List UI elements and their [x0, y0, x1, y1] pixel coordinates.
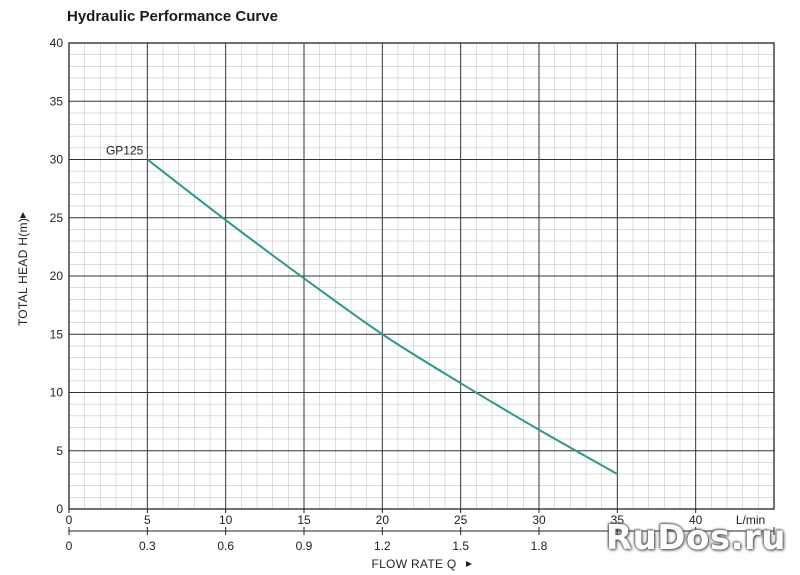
x-axis-label: FLOW RATE Q	[371, 557, 456, 571]
secondary-tick-label: 1.8	[531, 539, 548, 553]
secondary-tick-label: 0	[66, 539, 73, 553]
y-tick-label: 25	[50, 211, 64, 225]
series-layer: GP125	[106, 144, 618, 475]
x-axis-label-group: FLOW RATE Q	[371, 557, 472, 571]
x-tick-label: 15	[297, 513, 311, 527]
x-tick-label: 25	[454, 513, 468, 527]
plot-frame	[68, 42, 775, 510]
y-tick-label: 20	[50, 269, 64, 283]
x-tick-label: 10	[219, 513, 233, 527]
x-tick-label: 40	[689, 513, 703, 527]
y-tick-labels: 0 5 10 15 20 25 30 35 40	[50, 36, 64, 516]
y-tick-label: 0	[56, 502, 63, 516]
chart-title: Hydraulic Performance Curve	[67, 8, 278, 25]
x-tick-labels: 0 5 10 15 20 25 30 35 40	[66, 509, 703, 527]
y-tick-label: 30	[50, 153, 64, 167]
secondary-tick-label: 1.5	[452, 539, 469, 553]
secondary-tick-label: 0.6	[217, 539, 234, 553]
x-tick-label: 5	[144, 513, 151, 527]
series-line-gp125	[146, 158, 618, 475]
secondary-tick-label: 0.3	[139, 539, 156, 553]
x-tick-label: 30	[532, 513, 546, 527]
series-label: GP125	[106, 144, 144, 158]
x-tick-label: 0	[66, 513, 73, 527]
y-tick-label: 10	[50, 386, 64, 400]
y-tick-label: 15	[50, 327, 64, 341]
watermark-logo: RuDos.ru	[605, 518, 786, 558]
y-axis-arrow-icon	[20, 212, 26, 218]
secondary-tick-label: 0.9	[296, 539, 313, 553]
x-tick-label: 20	[376, 513, 390, 527]
secondary-tick-label: 1.2	[374, 539, 391, 553]
x-tick-label: 35	[611, 513, 625, 527]
y-tick-label: 35	[50, 94, 64, 108]
y-tick-label: 5	[56, 444, 63, 458]
y-axis-label: TOTAL HEAD H(m)	[16, 218, 30, 326]
x-axis-arrow-icon	[466, 561, 472, 567]
y-axis-label-group: TOTAL HEAD H(m)	[16, 212, 30, 326]
secondary-x-axis: 0 0.3 0.6 0.9 1.2 1.5 1.8	[66, 527, 775, 553]
x-unit-label: L/min	[736, 513, 765, 527]
major-grid	[69, 43, 774, 509]
y-tick-label: 40	[50, 36, 64, 50]
